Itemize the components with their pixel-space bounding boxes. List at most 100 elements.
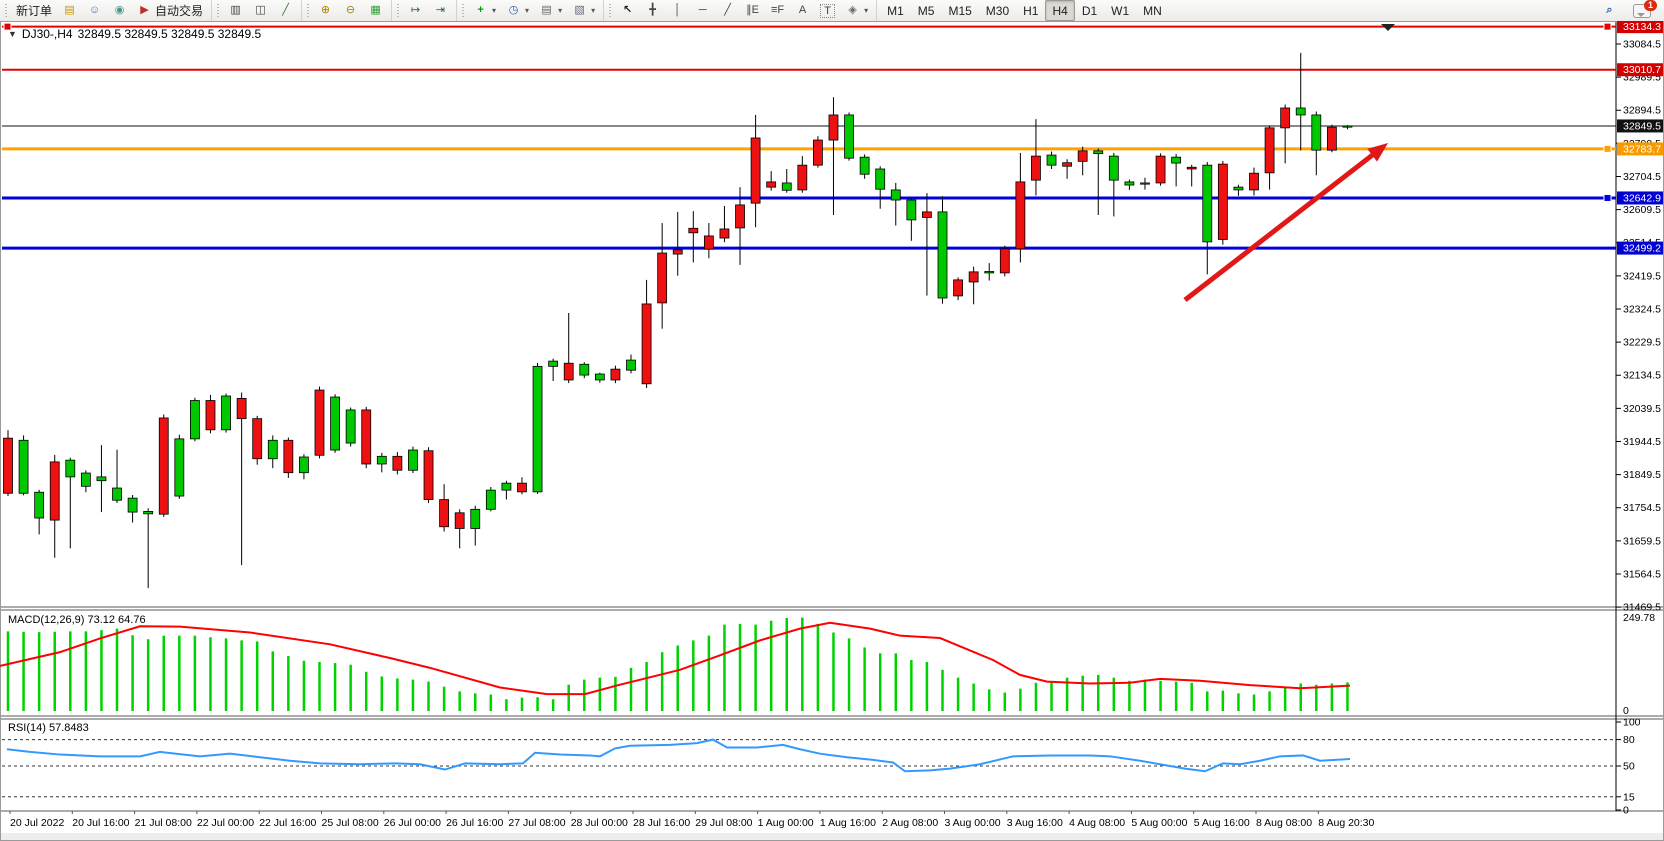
new-chart-button[interactable]: ▤ xyxy=(57,0,82,21)
candle-bull xyxy=(376,455,387,465)
candle-bull xyxy=(1124,181,1135,186)
toolbar-group: ↦ ⇥ xyxy=(391,0,456,21)
time-axis-label: 5 Aug 16:00 xyxy=(1194,817,1250,829)
candle-bull xyxy=(1046,154,1057,166)
bar-chart-button[interactable]: ▥ xyxy=(223,0,248,21)
periods-button[interactable]: ◷ ▾ xyxy=(501,0,534,21)
chart-profile-button[interactable]: ▧ ▾ xyxy=(567,0,600,21)
chart-canvas[interactable]: 33084.532989.532894.532799.532704.532609… xyxy=(0,21,1664,841)
dropdown-caret-icon[interactable]: ▾ xyxy=(864,6,869,15)
zoom-out-button[interactable]: ⊖ xyxy=(338,0,363,21)
candle-bull xyxy=(548,360,559,367)
templates-button[interactable]: ▤ ▾ xyxy=(534,0,567,21)
candle-bull xyxy=(844,114,854,159)
cursor-button[interactable]: ↖ xyxy=(615,0,640,21)
price-tick-label: 32609.5 xyxy=(1623,204,1661,216)
candle-bull xyxy=(906,199,917,221)
indicators-button[interactable]: + ▾ xyxy=(468,0,501,21)
new-order-button[interactable]: 新订单 xyxy=(11,0,57,21)
macd-axis-max-label: 249.78 xyxy=(1623,612,1655,624)
timeframe-h1-button[interactable]: H1 xyxy=(1023,3,1039,18)
macd-signal-line xyxy=(0,621,1351,696)
level-handle[interactable] xyxy=(3,22,12,31)
timeframe-d1-button[interactable]: D1 xyxy=(1081,3,1098,18)
candle-bear xyxy=(968,271,979,283)
timeframe-mn-button[interactable]: MN xyxy=(1143,3,1162,18)
dropdown-caret-icon[interactable]: ▾ xyxy=(492,6,497,15)
time-axis-label: 27 Jul 08:00 xyxy=(508,817,565,829)
candle-bull xyxy=(1093,150,1104,155)
rsi-tick-label: 15 xyxy=(1623,791,1635,803)
signals-button[interactable]: ◉ xyxy=(107,0,132,21)
candle-bear xyxy=(49,461,60,521)
vertical-line-button[interactable]: │ xyxy=(665,0,690,21)
trend-arrow-shaft[interactable] xyxy=(1183,149,1379,302)
candle-bull xyxy=(34,491,45,519)
candle-bull xyxy=(470,508,481,529)
main-toolbar: 新订单 ▤ ☺ ◉ ▶ 自动交易 ▥ ◫ ╱ ⊕ ⊖ ▦ ↦ ⇥ + ▾ ◷ ▾ ▤ ▾ ▧ ▾ ↖ ╋ │ ─ ╱ ∥E ≡F A T ◈ ▾… xyxy=(0,0,1664,22)
candle-bear xyxy=(797,164,808,191)
text-label-button[interactable]: T xyxy=(815,0,840,21)
auto-scroll-button[interactable]: ↦ xyxy=(403,0,428,21)
toolbar-right: ⌕ 1 xyxy=(1597,0,1664,21)
candle-bear xyxy=(1217,163,1228,240)
timeframe-group: M1 M5 M15 M30 H1 H4 D1 W1 MN xyxy=(876,0,1172,21)
timeframe-h4-button[interactable]: H4 xyxy=(1045,0,1075,21)
zoom-in-icon: ⊕ xyxy=(320,4,331,16)
autotrading-button[interactable]: ▶ 自动交易 xyxy=(132,0,208,21)
crosshair-button[interactable]: ╋ xyxy=(640,0,665,21)
timeframe-m5-button[interactable]: M5 xyxy=(917,3,935,18)
chart-shift-button[interactable]: ⇥ xyxy=(428,0,453,21)
candle-bear xyxy=(1264,127,1275,174)
trend-arrow-head[interactable] xyxy=(1367,143,1388,162)
text-button[interactable]: A xyxy=(790,0,815,21)
candle-bull xyxy=(330,396,340,451)
chart-menu-dropdown-icon[interactable]: ▼ xyxy=(8,29,17,39)
equidistant-channel-button[interactable]: ∥E xyxy=(740,0,765,21)
candle-bear xyxy=(672,249,683,255)
candle-bear xyxy=(719,228,730,239)
candle-bull xyxy=(859,156,870,175)
candle-chart-button[interactable]: ◫ xyxy=(248,0,273,21)
chart-title: ▼ DJ30-,H4 32849.5 32849.5 32849.5 32849… xyxy=(8,27,261,41)
signal-icon: ◉ xyxy=(114,4,125,16)
candle-bull xyxy=(626,359,636,371)
level-handle[interactable] xyxy=(1603,144,1612,153)
notifications-button[interactable]: 1 xyxy=(1628,0,1657,21)
horizontal-line-button[interactable]: ─ xyxy=(690,0,715,21)
level-handle[interactable] xyxy=(1603,193,1612,202)
template-icon: ▤ xyxy=(541,4,552,16)
candle-bear xyxy=(828,114,839,141)
price-tick-label: 31849.5 xyxy=(1623,469,1661,481)
timeframe-w1-button[interactable]: W1 xyxy=(1111,3,1130,18)
crosshair-icon: ╋ xyxy=(649,4,656,16)
candle-bull xyxy=(875,168,886,190)
timeframe-m30-button[interactable]: M30 xyxy=(985,3,1010,18)
shapes-button[interactable]: ◈ ▾ xyxy=(840,0,873,21)
dropdown-caret-icon[interactable]: ▾ xyxy=(525,6,530,15)
zoom-in-button[interactable]: ⊕ xyxy=(313,0,338,21)
price-tick-label: 31659.5 xyxy=(1623,535,1661,547)
candle-bear xyxy=(1249,172,1259,191)
timeframe-m15-button[interactable]: M15 xyxy=(948,3,972,18)
dropdown-caret-icon[interactable]: ▾ xyxy=(558,6,563,15)
clock-icon: ◷ xyxy=(508,4,519,16)
price-badge-label: 32783.7 xyxy=(1623,143,1661,155)
chart-profile-icon: ▧ xyxy=(574,4,585,16)
level-handle[interactable] xyxy=(1603,22,1612,31)
candle-bear xyxy=(392,455,403,471)
fibonacci-button[interactable]: ≡F xyxy=(765,0,790,21)
toolbar-grip xyxy=(307,3,312,18)
profiles-button[interactable]: ☺ xyxy=(82,0,107,21)
dropdown-caret-icon[interactable]: ▾ xyxy=(591,6,596,15)
channel-icon: ∥E xyxy=(746,4,760,16)
line-chart-button[interactable]: ╱ xyxy=(273,0,298,21)
timeframe-m1-button[interactable]: M1 xyxy=(887,3,904,18)
trendline-button[interactable]: ╱ xyxy=(715,0,740,21)
candle-bull xyxy=(1342,125,1353,128)
chart-shift-marker-icon[interactable] xyxy=(1381,24,1395,31)
tile-windows-button[interactable]: ▦ xyxy=(363,0,388,21)
rsi-tick-label: 100 xyxy=(1623,717,1641,729)
search-button[interactable]: ⌕ xyxy=(1597,0,1622,21)
horizontal-line-icon: ─ xyxy=(698,4,707,16)
